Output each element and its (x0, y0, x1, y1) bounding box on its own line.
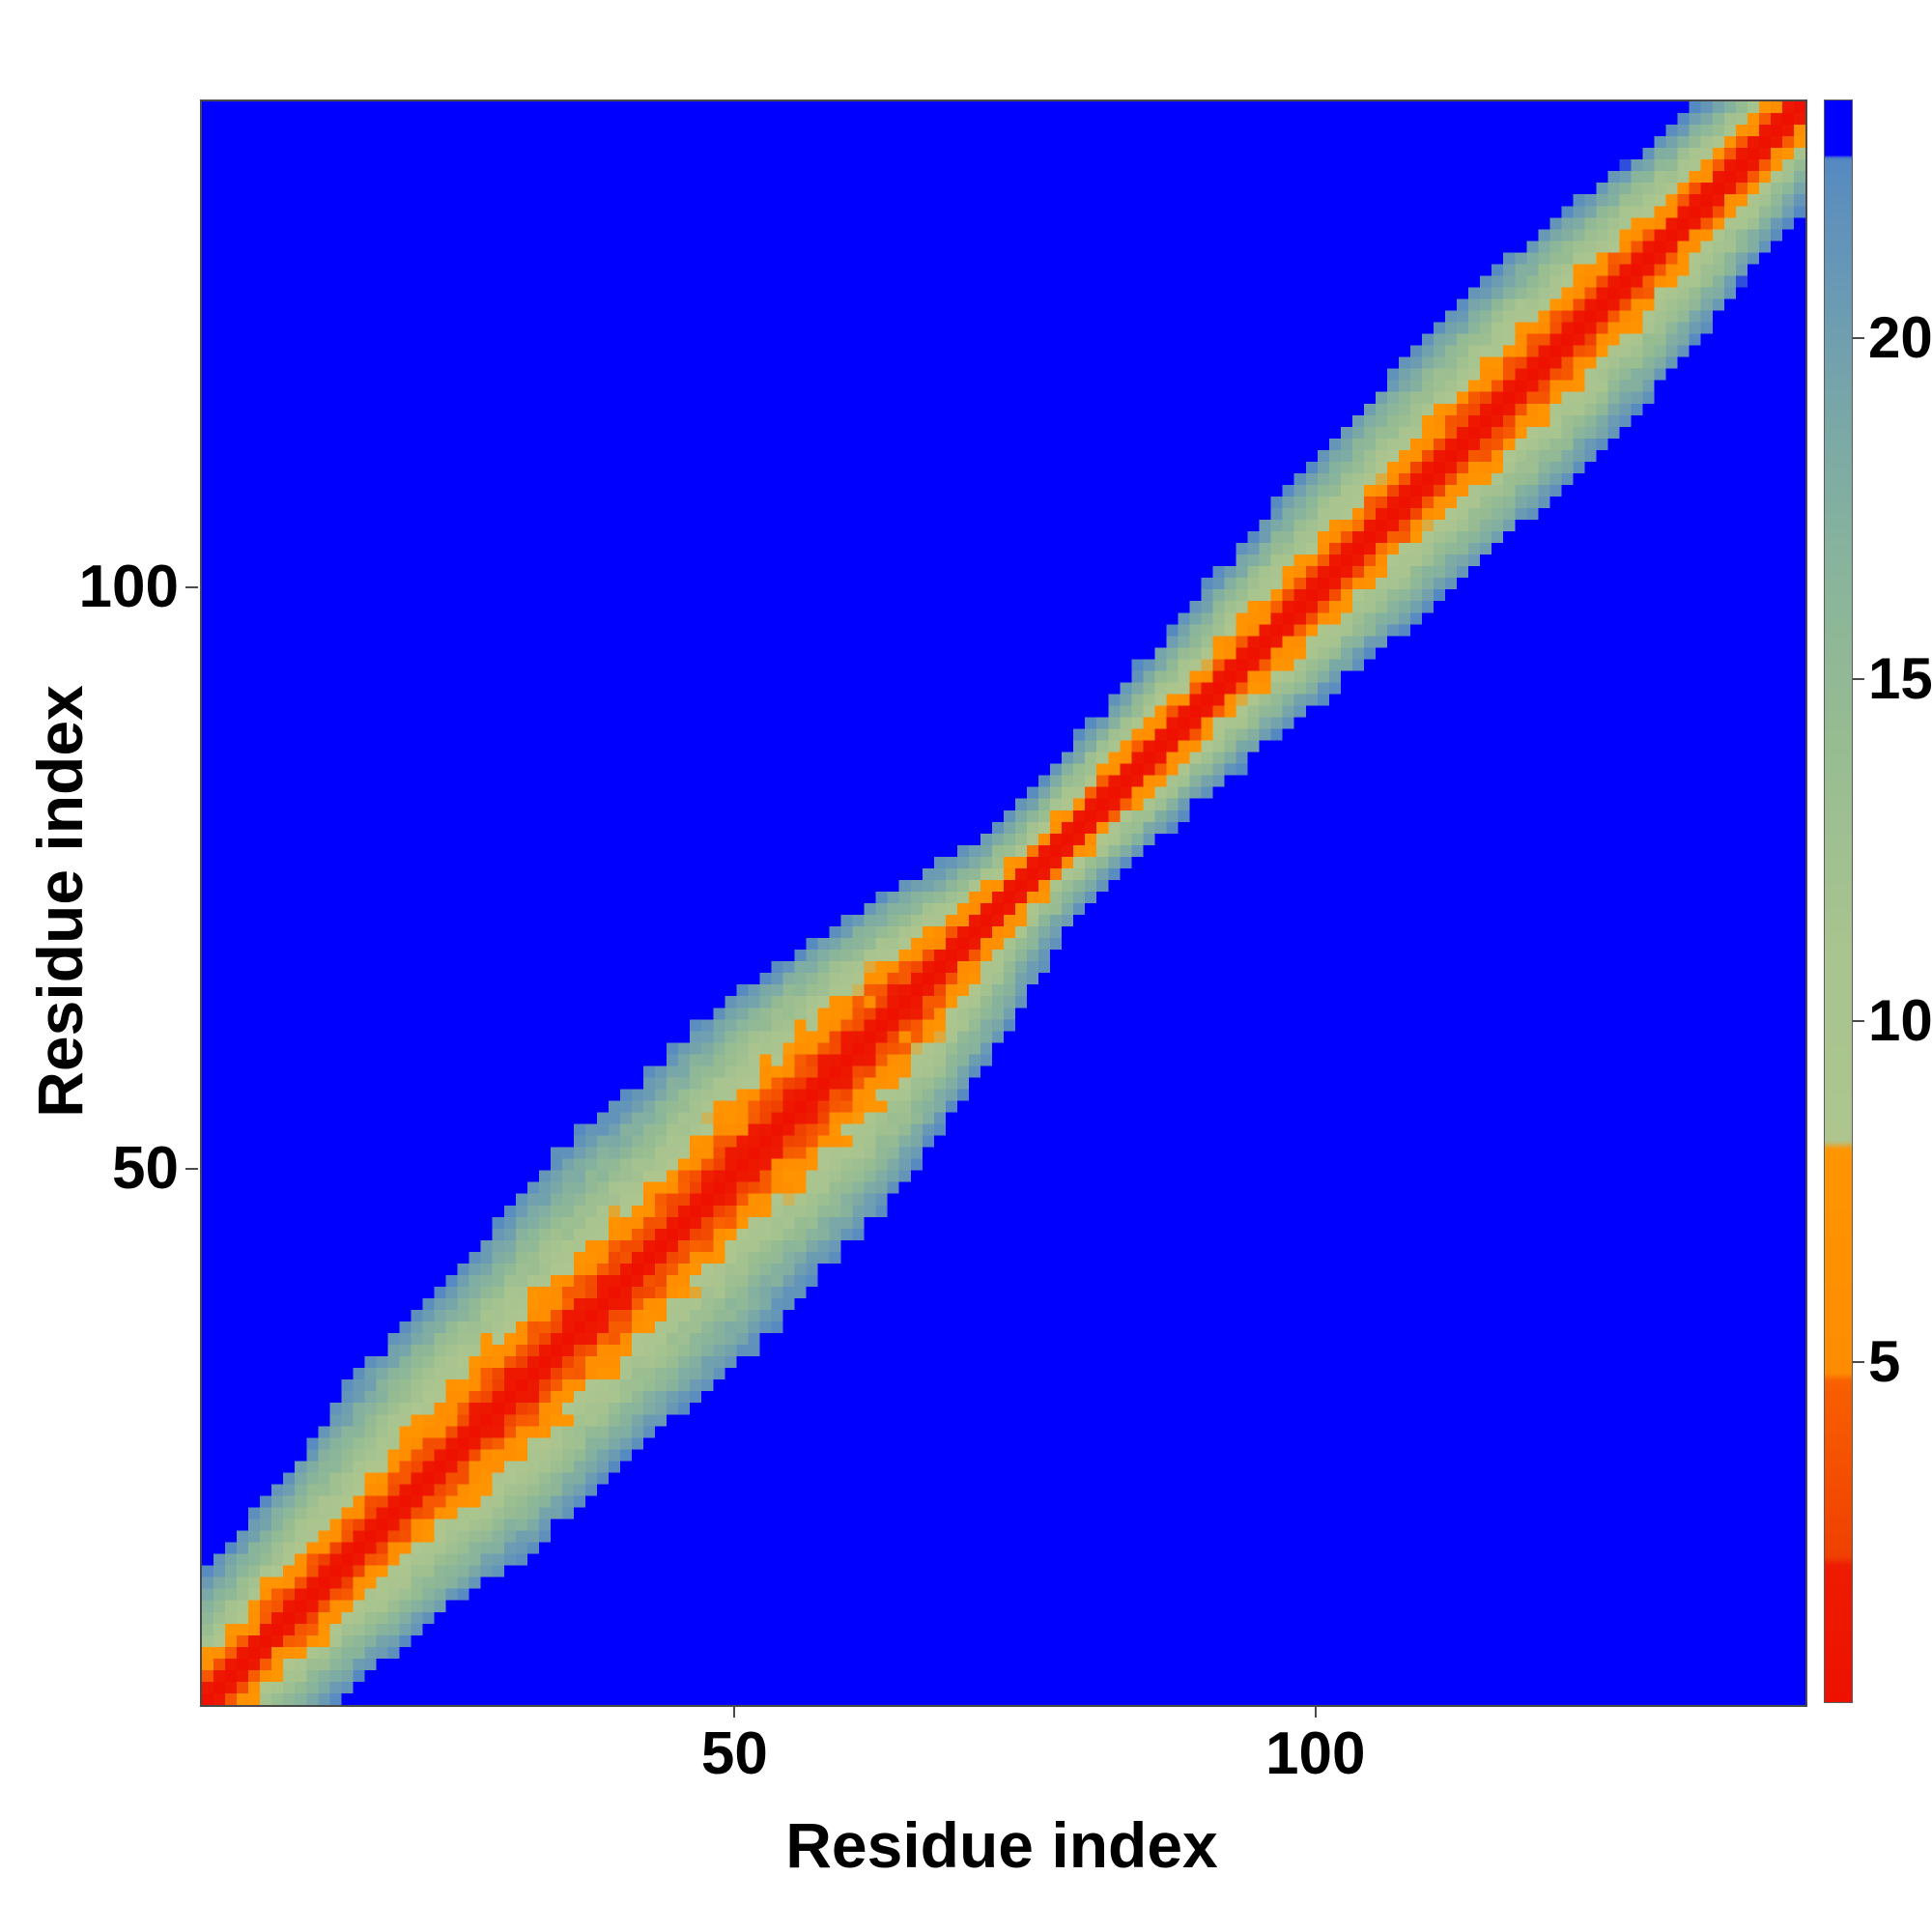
colorbar-tick-label: 15 (1868, 646, 1932, 712)
y-axis-tick (185, 1167, 198, 1170)
x-axis-tick-label: 50 (700, 1720, 768, 1787)
colorbar-canvas (1825, 100, 1852, 1702)
colorbar-tick (1853, 1019, 1864, 1022)
colorbar-tick (1853, 1360, 1864, 1363)
colorbar: 5 10 15 20 (1824, 99, 1932, 1703)
colorbar-tick (1853, 678, 1864, 681)
x-axis-tick (733, 1705, 736, 1718)
colorbar-tick-label: 10 (1868, 987, 1932, 1053)
y-axis-tick (185, 586, 198, 589)
y-axis-tick-label: 50 (112, 1134, 179, 1202)
x-axis-tick (1314, 1705, 1317, 1718)
heatmap-plot-area (200, 99, 1807, 1707)
colorbar-tick-label: 20 (1868, 305, 1932, 371)
colorbar-tick-label: 5 (1868, 1328, 1901, 1394)
x-axis-tick-label: 100 (1265, 1720, 1366, 1787)
x-axis-title: Residue index (785, 1809, 1218, 1881)
heatmap-canvas (202, 101, 1805, 1705)
y-axis-tick-label: 100 (78, 554, 179, 621)
colorbar-tick (1853, 337, 1864, 340)
colorbar-gradient (1824, 99, 1853, 1703)
y-axis-title: Residue index (24, 685, 96, 1118)
